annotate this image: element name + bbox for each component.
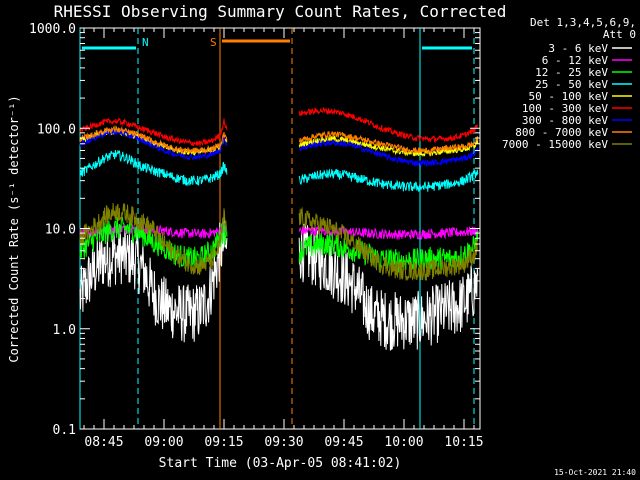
legend-label: 3 - 6 keV [548, 42, 608, 55]
y-axis-label: Corrected Count Rate (s⁻¹ detector⁻¹) [7, 95, 21, 362]
y-tick-label: 1000.0 [29, 22, 76, 37]
legend-label: 100 - 300 keV [522, 102, 608, 115]
legend-header-line: Det 1,3,4,5,6,9, [530, 16, 636, 29]
series-line [79, 149, 228, 187]
x-tick-label: 10:15 [444, 435, 483, 450]
series-line [79, 124, 228, 155]
x-tick-label: 09:45 [324, 435, 363, 450]
x-tick-label: 09:15 [204, 435, 243, 450]
flag-label: N [142, 36, 149, 49]
legend-label: 300 - 800 keV [522, 114, 608, 127]
legend-header-line: Att 0 [603, 28, 636, 41]
legend-label: 7000 - 15000 keV [502, 138, 608, 151]
series-line [79, 216, 228, 271]
series-lines [79, 106, 479, 351]
legend-label: 800 - 7000 keV [515, 126, 608, 139]
legend-label: 50 - 100 keV [529, 90, 609, 103]
series-line [79, 215, 228, 343]
x-tick-label: 08:45 [84, 435, 123, 450]
flag-label: S [210, 36, 217, 49]
series-line [79, 128, 228, 161]
x-tick-label: 09:00 [144, 435, 183, 450]
x-axis: 08:45 09:00 09:15 09:30 09:45 10:00 10:15 [83, 28, 484, 450]
y-axis: 0.1 1.0 10.0 100.0 1000.0 [29, 22, 480, 438]
series-line [79, 117, 228, 147]
legend-label: 12 - 25 keV [535, 66, 608, 79]
series-line [298, 168, 479, 193]
y-tick-label: 1.0 [53, 323, 76, 338]
series-line [298, 206, 478, 281]
x-tick-label: 09:30 [264, 435, 303, 450]
series-line [298, 130, 479, 155]
x-tick-label: 10:00 [384, 435, 423, 450]
legend-label: 6 - 12 keV [542, 54, 609, 67]
y-tick-label: 0.1 [53, 423, 76, 438]
x-axis-label: Start Time (03-Apr-05 08:41:02) [159, 456, 402, 471]
series-line [298, 230, 479, 273]
series-line [298, 106, 479, 144]
chart-title: RHESSI Observing Summary Count Rates, Co… [54, 2, 507, 21]
series-line [298, 223, 479, 351]
series-line [299, 139, 479, 168]
series-line [79, 202, 228, 275]
y-tick-label: 10.0 [45, 223, 76, 238]
y-tick-label: 100.0 [37, 122, 76, 137]
footer-date: 15-Oct-2021 21:40 [554, 468, 636, 477]
legend-label: 25 - 50 keV [535, 78, 608, 91]
